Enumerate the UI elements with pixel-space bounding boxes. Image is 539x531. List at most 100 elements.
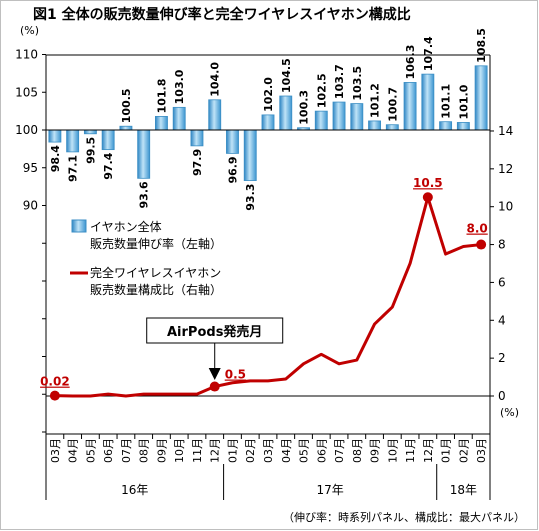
category-label: 10月 <box>173 438 186 463</box>
category-label: 09月 <box>155 438 168 463</box>
category-label: 01月 <box>226 438 239 463</box>
legend-line-label: 販売数量構成比（右軸） <box>90 282 222 297</box>
category-label: 04月 <box>67 438 80 463</box>
line-marker <box>209 381 220 392</box>
bar-value-label: 93.3 <box>244 184 257 211</box>
bar <box>474 65 488 131</box>
bar-value-label: 104.0 <box>209 62 222 97</box>
chart-title: 図1 全体の販売数量伸び率と完全ワイヤレスイヤホン構成比 <box>33 7 411 23</box>
left-tick-label: 110 <box>15 48 38 62</box>
category-label: 08月 <box>138 438 151 463</box>
annotation-text: AirPods発売月 <box>167 324 262 340</box>
category-label: 11月 <box>191 438 204 463</box>
year-label: 16年 <box>121 483 148 497</box>
category-label: 08月 <box>351 438 364 463</box>
right-tick-label: 12 <box>498 162 513 176</box>
bar <box>421 73 435 131</box>
bar <box>101 129 115 151</box>
bar-value-label: 102.5 <box>315 73 328 108</box>
bar-value-label: 107.4 <box>422 36 435 71</box>
legend-bar-label: 販売数量伸び率（左軸） <box>90 236 222 251</box>
category-label: 03月 <box>475 438 488 463</box>
category-label: 07月 <box>333 438 346 463</box>
line-value-label: 8.0 <box>466 222 487 236</box>
bar-value-label: 103.5 <box>351 66 364 101</box>
right-axis-unit: (%) <box>500 406 519 419</box>
right-tick-label: 14 <box>498 124 513 138</box>
bar <box>350 103 364 131</box>
line-marker <box>49 390 60 401</box>
bar <box>456 122 470 131</box>
bar <box>172 106 186 131</box>
category-label: 07月 <box>120 438 133 463</box>
category-label: 04月 <box>280 438 293 463</box>
bar <box>439 121 453 131</box>
bar-value-label: 97.1 <box>67 155 80 182</box>
bar <box>243 129 257 181</box>
bar-value-label: 104.5 <box>280 58 293 93</box>
left-tick-label: 105 <box>15 85 38 99</box>
left-tick-label: 90 <box>23 199 38 213</box>
bar <box>119 125 133 131</box>
line-marker <box>476 239 487 250</box>
bar-value-label: 108.5 <box>475 28 488 63</box>
bar <box>261 114 275 131</box>
annotation-arrow-head <box>208 368 221 380</box>
year-label: 18年 <box>450 483 477 497</box>
bar <box>83 129 97 135</box>
category-label: 01月 <box>440 438 453 463</box>
bar-value-label: 97.9 <box>191 149 204 176</box>
category-label: 02月 <box>244 438 257 463</box>
line-value-label: 0.02 <box>40 375 70 389</box>
category-label: 09月 <box>369 438 382 463</box>
bar-value-label: 101.0 <box>457 84 470 119</box>
category-label: 06月 <box>315 438 328 463</box>
bar-value-label: 96.9 <box>226 156 239 183</box>
bar-value-label: 103.7 <box>333 64 346 99</box>
right-tick-label: 8 <box>498 238 506 252</box>
left-tick-label: 100 <box>15 123 38 137</box>
bar-value-label: 101.2 <box>369 83 382 118</box>
right-tick-label: 4 <box>498 313 506 327</box>
category-label: 05月 <box>298 438 311 463</box>
bar <box>208 99 222 131</box>
category-label: 02月 <box>457 438 470 463</box>
legend-bar-swatch <box>71 219 87 233</box>
category-label: 12月 <box>422 438 435 463</box>
bar <box>385 124 399 131</box>
bar <box>226 129 239 154</box>
legend-bar-label: イヤホン全体 <box>90 219 162 234</box>
right-tick-label: 0 <box>498 389 506 403</box>
line-value-label: 10.5 <box>413 176 443 190</box>
category-label: 11月 <box>404 438 417 463</box>
bar <box>155 116 168 131</box>
bar <box>314 110 328 131</box>
bar <box>190 129 204 147</box>
bar <box>48 129 62 143</box>
left-axis-unit: (%) <box>20 24 39 37</box>
bar-value-label: 100.3 <box>298 90 311 125</box>
bar-value-label: 93.6 <box>138 181 151 208</box>
bar-value-label: 98.4 <box>49 145 62 172</box>
bar-value-label: 100.5 <box>120 88 133 123</box>
legend-line-label: 完全ワイヤレスイヤホン <box>90 265 221 280</box>
right-tick-label: 10 <box>498 200 513 214</box>
left-tick-label: 95 <box>23 161 38 175</box>
category-label: 12月 <box>209 438 222 463</box>
bar <box>66 129 80 153</box>
category-label: 05月 <box>84 438 97 463</box>
bar-value-label: 102.0 <box>262 77 275 112</box>
bar <box>403 82 417 131</box>
bar <box>279 95 293 131</box>
right-tick-label: 6 <box>498 275 506 289</box>
bar <box>368 120 381 131</box>
bar-value-label: 97.4 <box>102 152 115 179</box>
bar-value-label: 101.1 <box>440 84 453 119</box>
bar-value-label: 99.5 <box>84 137 97 164</box>
category-label: 10月 <box>386 438 399 463</box>
bar-value-label: 101.8 <box>155 79 168 114</box>
year-label: 17年 <box>317 483 344 497</box>
bar-value-label: 103.0 <box>173 69 186 104</box>
